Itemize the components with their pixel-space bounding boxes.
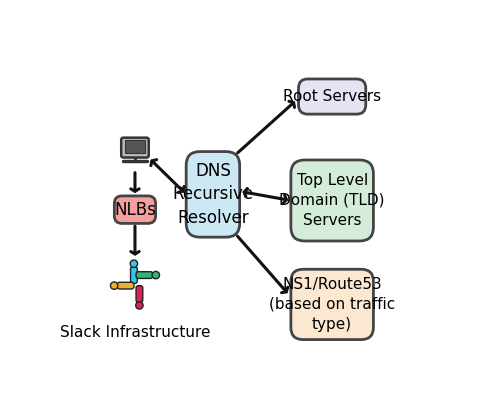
Circle shape [136, 302, 143, 309]
FancyBboxPatch shape [136, 272, 153, 278]
FancyBboxPatch shape [136, 285, 143, 303]
Text: Slack Infrastructure: Slack Infrastructure [60, 325, 210, 339]
Circle shape [130, 260, 138, 268]
Text: Top Level
Domain (TLD)
Servers: Top Level Domain (TLD) Servers [280, 173, 385, 228]
Circle shape [152, 272, 160, 279]
FancyBboxPatch shape [131, 267, 137, 283]
Text: NS1/Route53
(based on traffic
type): NS1/Route53 (based on traffic type) [269, 277, 395, 332]
FancyBboxPatch shape [117, 282, 134, 289]
Text: NLBs: NLBs [114, 200, 156, 219]
Text: Root Servers: Root Servers [283, 89, 381, 104]
FancyBboxPatch shape [186, 152, 240, 237]
FancyBboxPatch shape [121, 138, 149, 158]
FancyBboxPatch shape [114, 196, 156, 224]
FancyBboxPatch shape [125, 140, 145, 152]
FancyBboxPatch shape [299, 79, 366, 114]
FancyBboxPatch shape [291, 269, 373, 339]
Circle shape [110, 282, 118, 289]
Text: DNS
Recursive
Resolver: DNS Recursive Resolver [173, 162, 253, 227]
FancyBboxPatch shape [291, 160, 373, 241]
